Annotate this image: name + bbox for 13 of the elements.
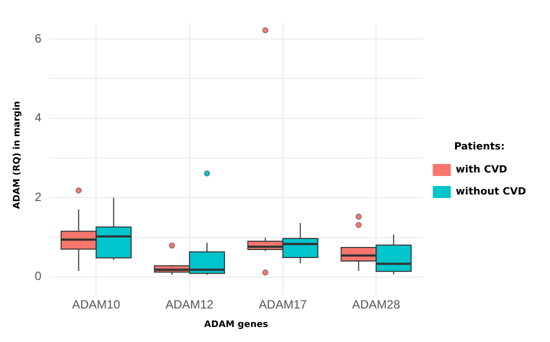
- x-tick-label: ADAM17: [258, 297, 308, 312]
- x-axis-title: ADAM genes: [204, 320, 268, 330]
- y-tick-label: 0: [34, 269, 42, 284]
- x-tick-label: ADAM12: [165, 297, 214, 312]
- y-axis-title: ADAM (RQ) in margin: [12, 101, 23, 209]
- legend-label: without CVD: [456, 186, 526, 198]
- legend-title: Patients:: [454, 142, 505, 153]
- legend-label: with CVD: [456, 164, 508, 176]
- y-tick-label: 4: [34, 110, 42, 125]
- y-tick-label: 2: [34, 190, 42, 204]
- x-tick-label: ADAM10: [72, 297, 120, 312]
- y-tick-label: 6: [34, 31, 42, 46]
- x-tick-label: ADAM28: [352, 297, 400, 312]
